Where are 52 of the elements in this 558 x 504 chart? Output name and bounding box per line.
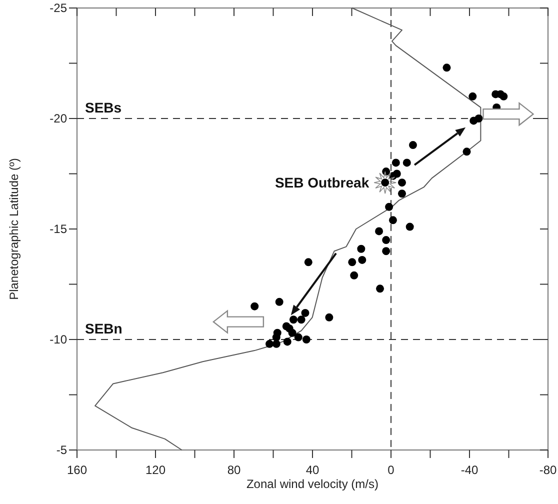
point [392,158,400,167]
point [375,227,384,236]
x-tick-label: 40 [306,463,320,477]
point [272,333,280,342]
point [442,64,451,72]
x-axis-title: Zonal wind velocity (m/s) [246,477,379,491]
point [388,216,397,224]
y-tick-label: -20 [50,112,68,126]
point [325,313,334,322]
x-tick-label: 80 [227,463,241,477]
point [301,308,310,317]
point [250,302,259,310]
point [468,92,477,100]
point [304,258,312,266]
annotation: SEB Outbreak [274,174,370,191]
point [385,202,394,211]
x-tick-label: -80 [539,463,557,477]
x-tick-label: 0 [388,463,395,477]
point [288,328,296,337]
point [382,247,390,256]
point [283,338,292,346]
point [275,298,284,306]
point [350,271,358,280]
point [406,222,414,231]
point [358,256,366,264]
ref-line-label: SEBn [85,320,122,336]
point [294,333,302,342]
point [272,340,280,348]
y-tick-label: -25 [50,1,68,15]
point [348,258,356,266]
point [289,316,298,324]
point [382,236,390,244]
point [376,284,384,293]
x-tick-label: 120 [145,463,166,477]
y-tick-label: -15 [50,222,68,236]
point [398,178,406,187]
point [297,316,306,324]
point [398,190,406,198]
point [402,158,411,167]
point [266,340,274,348]
point [462,148,471,156]
point [408,141,417,150]
point [500,92,508,100]
point [474,114,483,122]
ref-line-label: SEBs [85,100,122,116]
point [357,244,366,253]
y-axis-title: Planetographic Latitude (º) [7,158,21,300]
x-tick-label: 160 [66,463,88,477]
x-tick-label: -40 [460,463,478,477]
point [302,336,310,344]
y-tick-label: -5 [56,443,68,457]
y-tick-label: -10 [50,332,68,346]
